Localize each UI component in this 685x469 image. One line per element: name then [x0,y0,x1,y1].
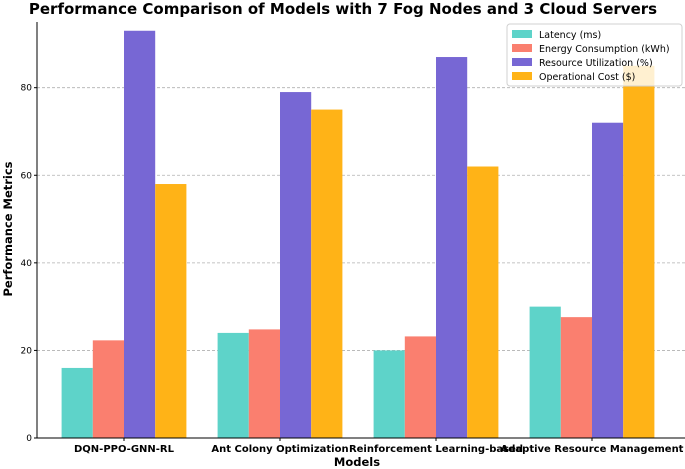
bars [61,30,655,439]
y-tick-label: 20 [21,346,33,356]
y-tick-label: 0 [26,434,32,444]
bar [92,340,124,438]
legend-swatch [512,30,532,38]
bar [592,122,624,438]
bar [467,166,499,439]
y-tick-label: 60 [21,171,33,181]
legend-swatch [512,58,532,66]
bar [280,92,312,438]
x-tick-label: Reinforcement Learning-based [349,444,523,455]
bar [217,332,249,438]
bar [529,306,561,438]
bar [373,350,405,438]
legend-swatch [512,72,532,80]
legend-swatch [512,44,532,52]
legend-label: Latency (ms) [539,30,601,41]
bar [436,57,468,438]
bar [155,184,187,438]
y-axis-label: Performance Metrics [1,161,15,296]
bar [124,30,156,438]
x-tick-label: Ant Colony Optimization [211,444,348,455]
y-tick-label: 80 [21,84,33,94]
bar [623,65,655,438]
legend: Latency (ms) Energy Consumption (kWh) Reso… [506,23,683,87]
bar [404,336,436,438]
legend-label: Energy Consumption (kWh) [539,44,670,55]
legend-label: Operational Cost ($) [539,72,635,83]
y-tick-label: 40 [21,259,33,269]
chart-title: Performance Comparison of Models with 7 … [29,0,657,18]
bar [560,317,592,438]
bar [248,329,280,438]
bar [311,109,343,438]
axes [36,22,685,439]
x-ticks: DQN-PPO-GNN-RL Ant Colony Optimization Rei… [74,438,684,455]
x-tick-label: Adaptive Resource Management [501,444,684,455]
y-ticks: 0 20 40 60 80 [21,84,37,444]
x-tick-label: DQN-PPO-GNN-RL [74,444,175,455]
legend-box [506,23,683,87]
legend-label: Resource Utilization (%) [539,58,653,69]
bar [61,367,93,438]
x-axis-label: Models [334,455,380,469]
